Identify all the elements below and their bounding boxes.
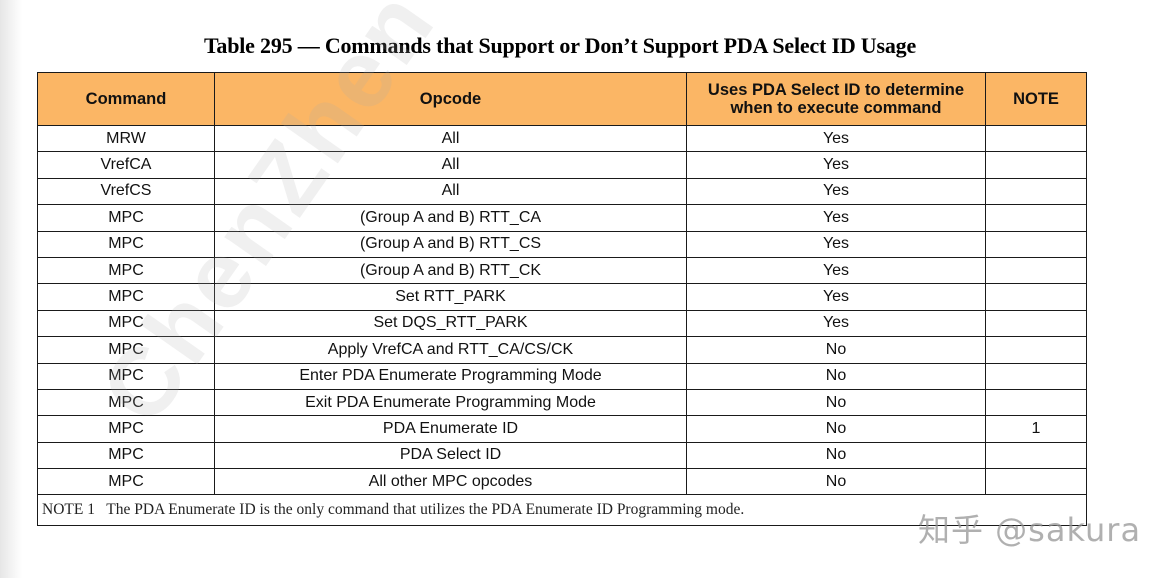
table-row: MPC Set DQS_RTT_PARK Yes <box>37 309 1087 338</box>
header-opcode: Opcode <box>214 72 687 126</box>
cell-opcode: PDA Enumerate ID <box>214 415 687 443</box>
table-header-row: Command Opcode Uses PDA Select ID to det… <box>37 72 1087 126</box>
cell-uses: Yes <box>686 256 986 285</box>
header-note: NOTE <box>985 72 1087 126</box>
cell-uses: Yes <box>686 309 986 338</box>
table-title: Table 295 — Commands that Support or Don… <box>203 33 917 58</box>
table-row: MPC (Group A and B) RTT_CS Yes <box>37 230 1087 258</box>
cell-uses: Yes <box>686 151 986 179</box>
table-row: MPC PDA Enumerate ID No 1 <box>37 415 1087 443</box>
cell-command: VrefCA <box>37 151 215 179</box>
cell-note <box>985 124 1087 153</box>
cell-note <box>985 177 1087 206</box>
cell-command: MPC <box>37 441 215 470</box>
cell-command: MPC <box>37 468 215 496</box>
table-row: MPC All other MPC opcodes No <box>37 468 1087 496</box>
cell-command: MPC <box>37 362 215 390</box>
cell-note <box>985 388 1087 417</box>
cell-note <box>985 283 1087 311</box>
table-row: MPC Exit PDA Enumerate Programming Mode No <box>37 388 1087 417</box>
cell-note <box>985 468 1087 496</box>
header-uses-pda-select-id: Uses PDA Select ID to determine when to … <box>686 72 986 126</box>
cell-uses: Yes <box>686 283 986 311</box>
table-row: MPC Set RTT_PARK Yes <box>37 283 1087 311</box>
cell-command: MPC <box>37 388 215 417</box>
table-row: MPC PDA Select ID No <box>37 441 1087 470</box>
cell-opcode: Enter PDA Enumerate Programming Mode <box>214 362 687 390</box>
cell-command: MPC <box>37 283 215 311</box>
cell-opcode: All <box>214 124 687 153</box>
cell-command: MPC <box>37 230 215 258</box>
cell-note <box>985 309 1087 338</box>
cell-note <box>985 204 1087 232</box>
cell-opcode: Exit PDA Enumerate Programming Mode <box>214 388 687 417</box>
cell-opcode: (Group A and B) RTT_CK <box>214 256 687 285</box>
table-row: MPC (Group A and B) RTT_CK Yes <box>37 256 1087 285</box>
cell-opcode: PDA Select ID <box>214 441 687 470</box>
cell-uses: No <box>686 468 986 496</box>
cell-opcode: Set DQS_RTT_PARK <box>214 309 687 338</box>
cell-note <box>985 230 1087 258</box>
cell-uses: No <box>686 388 986 417</box>
cell-uses: No <box>686 441 986 470</box>
cell-command: MPC <box>37 415 215 443</box>
cell-uses: Yes <box>686 230 986 258</box>
table-row: MRW All Yes <box>37 124 1087 153</box>
cell-opcode: Apply VrefCA and RTT_CA/CS/CK <box>214 336 687 364</box>
header-command: Command <box>37 72 215 126</box>
cell-uses: No <box>686 362 986 390</box>
cell-note <box>985 151 1087 179</box>
header-uses-pda-select-id-label: Uses PDA Select ID to determine when to … <box>707 81 965 117</box>
cell-opcode: All other MPC opcodes <box>214 468 687 496</box>
pda-select-id-table: Command Opcode Uses PDA Select ID to det… <box>37 72 1087 527</box>
cell-command: MPC <box>37 309 215 338</box>
cell-command: MPC <box>37 256 215 285</box>
cell-command: VrefCS <box>37 177 215 206</box>
cell-opcode: All <box>214 177 687 206</box>
cell-command: MPC <box>37 336 215 364</box>
cell-opcode: All <box>214 151 687 179</box>
cell-opcode: (Group A and B) RTT_CA <box>214 204 687 232</box>
cell-note <box>985 362 1087 390</box>
table-row: MPC Apply VrefCA and RTT_CA/CS/CK No <box>37 336 1087 364</box>
cell-note <box>985 441 1087 470</box>
page-edge-shadow <box>0 0 22 578</box>
cell-note <box>985 336 1087 364</box>
cell-uses: No <box>686 415 986 443</box>
table-row: MPC Enter PDA Enumerate Programming Mode N… <box>37 362 1087 390</box>
table-footnote: NOTE 1 The PDA Enumerate ID is the only … <box>37 494 1087 527</box>
cell-uses: Yes <box>686 177 986 206</box>
table-footnote-row: NOTE 1 The PDA Enumerate ID is the only … <box>37 494 1087 527</box>
table-row: VrefCA All Yes <box>37 151 1087 179</box>
cell-uses: Yes <box>686 204 986 232</box>
cell-uses: Yes <box>686 124 986 153</box>
cell-uses: No <box>686 336 986 364</box>
cell-command: MPC <box>37 204 215 232</box>
table-row: VrefCS All Yes <box>37 177 1087 206</box>
cell-note <box>985 256 1087 285</box>
cell-command: MRW <box>37 124 215 153</box>
zhihu-watermark: 知乎 @sakura <box>918 511 1142 549</box>
cell-opcode: (Group A and B) RTT_CS <box>214 230 687 258</box>
table-row: MPC (Group A and B) RTT_CA Yes <box>37 204 1087 232</box>
cell-opcode: Set RTT_PARK <box>214 283 687 311</box>
cell-note: 1 <box>985 415 1087 443</box>
